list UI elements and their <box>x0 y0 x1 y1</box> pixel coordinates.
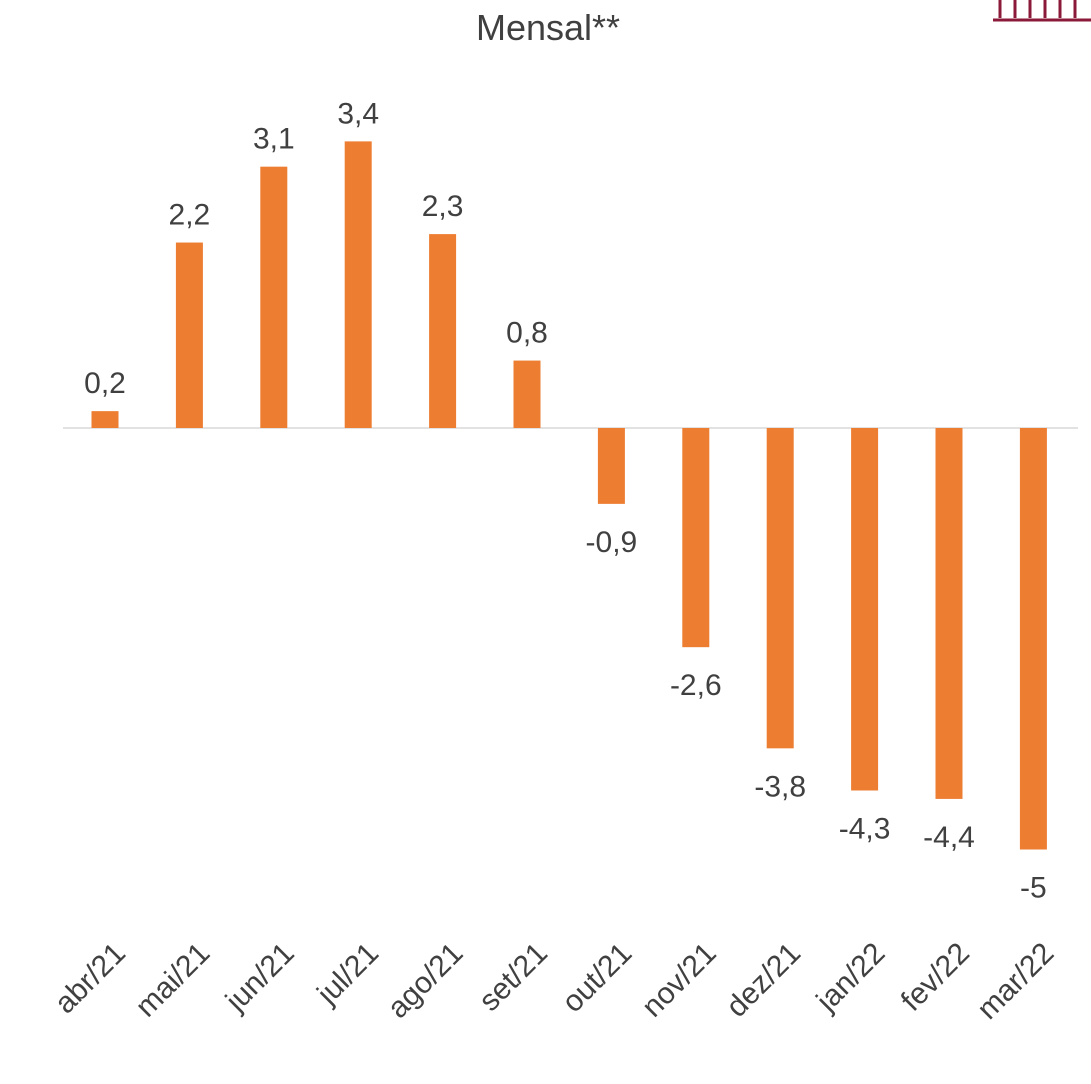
data-label: 0,2 <box>84 367 126 400</box>
data-label: -0,9 <box>586 526 638 559</box>
bar <box>851 428 879 791</box>
bar <box>935 428 963 799</box>
bar <box>682 428 710 648</box>
data-label: -2,6 <box>670 669 722 702</box>
bar <box>344 141 372 428</box>
data-label: 2,3 <box>422 190 464 223</box>
bar <box>175 242 203 428</box>
bar <box>766 428 794 749</box>
bar <box>260 166 288 429</box>
data-label: -4,3 <box>839 812 891 845</box>
bar <box>1019 428 1047 850</box>
logo-fragment <box>993 0 1091 22</box>
bar <box>429 234 457 428</box>
chart-title: Mensal** <box>476 7 620 48</box>
bar <box>91 411 119 428</box>
data-label: 0,8 <box>506 317 548 350</box>
data-label: -5 <box>1020 872 1047 905</box>
data-label: 3,1 <box>253 123 295 156</box>
data-label: 3,4 <box>337 97 379 130</box>
data-label: -3,8 <box>754 770 806 803</box>
data-label: 2,2 <box>169 199 211 232</box>
bar <box>597 428 625 504</box>
data-label: -4,4 <box>923 821 975 854</box>
bar <box>513 360 541 428</box>
